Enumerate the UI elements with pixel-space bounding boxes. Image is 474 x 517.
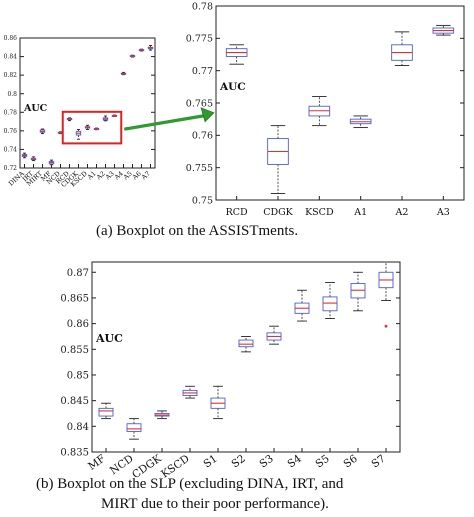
y-tick-label: 0.78 xyxy=(4,109,18,116)
y-tick-label: 0.76 xyxy=(4,128,18,135)
box xyxy=(126,423,142,432)
y-tick-label: 0.85 xyxy=(67,370,89,381)
caption-a: (a) Boxplot on the ASSISTments. xyxy=(96,223,299,239)
y-tick-label: 0.755 xyxy=(186,163,213,174)
y-axis-label: AUC xyxy=(23,103,48,114)
zoom-arrow-head xyxy=(200,107,215,123)
y-tick-label: 0.75 xyxy=(192,195,213,206)
x-tick-label: S5 xyxy=(313,453,331,471)
y-tick-label: 0.855 xyxy=(60,345,89,356)
x-tick-label: S1 xyxy=(201,453,219,471)
x-tick-label: S6 xyxy=(341,452,360,470)
y-tick-label: 0.775 xyxy=(186,34,213,45)
box xyxy=(322,296,338,312)
x-tick-label: KSCD xyxy=(305,207,334,218)
y-tick-label: 0.86 xyxy=(4,35,18,42)
chart-assistments-zoom: 0.78 0.775 0.77 0.765 0.76 0.755 0.75 AUC RCD CDG… xyxy=(186,1,465,218)
plot-frame xyxy=(215,5,465,201)
y-tick-label: 0.765 xyxy=(186,98,213,109)
y-tick-label: 0.84 xyxy=(4,54,18,61)
x-tick-label: S2 xyxy=(229,453,247,471)
caption-b-line2: MIRT due to their poor performance). xyxy=(101,496,329,512)
x-tick-label: A1 xyxy=(353,207,367,218)
highlight-box xyxy=(61,110,123,145)
x-tick-label: A2 xyxy=(395,207,409,218)
x-tick-label: A7 xyxy=(139,170,152,183)
y-tick-label: 0.84 xyxy=(67,422,89,433)
plot-frame xyxy=(19,37,156,169)
zoom-annotation xyxy=(61,107,215,145)
outlier-point xyxy=(384,324,388,328)
box xyxy=(238,339,254,348)
x-tick-label: RCD xyxy=(226,207,248,218)
y-tick-label: 0.82 xyxy=(4,72,18,79)
y-tick-label: 0.78 xyxy=(192,1,213,12)
x-tick-label: MF xyxy=(86,453,108,473)
y-axis-label: AUC xyxy=(219,81,246,93)
y-tick-label: 0.8 xyxy=(7,91,17,98)
y-tick-label: 0.76 xyxy=(192,131,213,142)
caption-b-line1: (b) Boxplot on the SLP (excluding DINA, … xyxy=(36,476,344,492)
x-tick-label: CDGK xyxy=(263,207,293,218)
y-tick-label: 0.86 xyxy=(67,319,89,330)
zoom-arrow-shaft xyxy=(123,114,205,131)
x-tick-label: S7 xyxy=(369,453,387,471)
x-tick-label: A3 xyxy=(436,207,450,218)
y-tick-label: 0.77 xyxy=(192,66,213,77)
box xyxy=(98,407,114,417)
y-tick-label: 0.72 xyxy=(4,165,18,172)
x-tick-label: S4 xyxy=(285,452,304,470)
y-axis-label: AUC xyxy=(95,332,123,345)
y-tick-label: 0.74 xyxy=(4,147,18,154)
y-tick-label: 0.845 xyxy=(60,396,89,407)
chart-slp: 0.87 0.865 0.86 0.855 0.85 0.845 0.84 0.835 AUC M… xyxy=(60,261,401,481)
y-tick-label: 0.835 xyxy=(60,448,89,459)
chart-assistments-all-models: 0.860.840.820.80.780.760.740.72AUCDINAIR… xyxy=(4,35,156,189)
x-tick-label: S3 xyxy=(257,453,275,471)
y-tick-label: 0.865 xyxy=(60,293,89,304)
y-tick-label: 0.87 xyxy=(67,268,89,279)
